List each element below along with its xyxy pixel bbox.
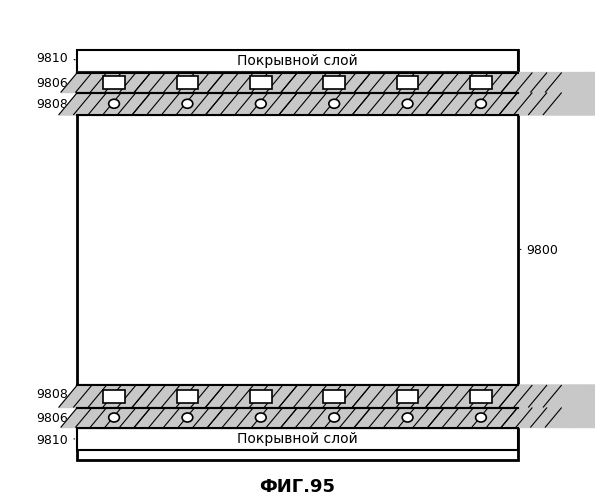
Polygon shape [61, 72, 151, 92]
Text: 9802: 9802 [527, 412, 558, 425]
Polygon shape [208, 408, 298, 428]
Polygon shape [501, 72, 591, 92]
Circle shape [329, 99, 340, 108]
Polygon shape [208, 72, 298, 92]
Polygon shape [205, 92, 298, 115]
Circle shape [255, 99, 266, 108]
Circle shape [109, 413, 120, 422]
Bar [470, 390, 491, 403]
Polygon shape [354, 72, 444, 92]
Bar [77, 72, 518, 92]
Polygon shape [278, 385, 371, 407]
Circle shape [475, 413, 486, 422]
Polygon shape [205, 385, 298, 407]
Polygon shape [352, 92, 444, 115]
Circle shape [109, 99, 120, 108]
Bar [250, 390, 271, 403]
Polygon shape [132, 385, 224, 407]
Bar [324, 390, 345, 403]
Text: 9804: 9804 [527, 388, 558, 402]
Circle shape [402, 413, 413, 422]
Polygon shape [428, 72, 518, 92]
Polygon shape [572, 385, 595, 407]
Circle shape [329, 413, 340, 422]
Text: 9800: 9800 [527, 244, 559, 256]
Polygon shape [59, 92, 151, 115]
Polygon shape [499, 385, 591, 407]
Bar [77, 92, 518, 115]
Text: 9810: 9810 [37, 434, 68, 446]
Polygon shape [352, 385, 444, 407]
Polygon shape [354, 408, 444, 428]
Text: ФИГ.95: ФИГ.95 [259, 478, 336, 496]
Circle shape [182, 413, 193, 422]
Text: 9806: 9806 [37, 412, 68, 425]
Text: 9806: 9806 [37, 77, 68, 90]
Circle shape [475, 99, 486, 108]
Bar [177, 76, 198, 89]
Bar [324, 76, 345, 89]
Polygon shape [501, 408, 591, 428]
Bar [177, 390, 198, 403]
Polygon shape [58, 385, 151, 407]
Polygon shape [132, 92, 224, 115]
Text: Покрывной слой: Покрывной слой [237, 432, 358, 446]
Polygon shape [425, 385, 518, 407]
Polygon shape [134, 72, 224, 92]
Polygon shape [572, 92, 595, 115]
Bar [250, 76, 271, 89]
Polygon shape [425, 92, 518, 115]
Polygon shape [278, 92, 371, 115]
Bar [104, 390, 125, 403]
Circle shape [402, 99, 413, 108]
Circle shape [255, 413, 266, 422]
Polygon shape [428, 408, 518, 428]
Text: 9808: 9808 [36, 98, 68, 112]
Text: 9810: 9810 [37, 52, 68, 66]
Bar [77, 50, 518, 72]
Bar [77, 385, 518, 407]
Bar [397, 390, 418, 403]
Polygon shape [574, 408, 595, 428]
Bar [470, 76, 491, 89]
Bar [77, 50, 518, 460]
Polygon shape [499, 92, 591, 115]
Polygon shape [281, 408, 371, 428]
Bar [77, 408, 518, 428]
Text: 9808: 9808 [36, 388, 68, 402]
Bar [77, 428, 518, 450]
Polygon shape [574, 72, 595, 92]
Bar [397, 76, 418, 89]
Circle shape [182, 99, 193, 108]
Text: 9804: 9804 [527, 98, 558, 112]
Polygon shape [134, 408, 224, 428]
Polygon shape [281, 72, 371, 92]
Polygon shape [61, 408, 151, 428]
Text: 9802: 9802 [527, 76, 558, 89]
Bar [104, 76, 125, 89]
Text: Покрывной слой: Покрывной слой [237, 54, 358, 68]
